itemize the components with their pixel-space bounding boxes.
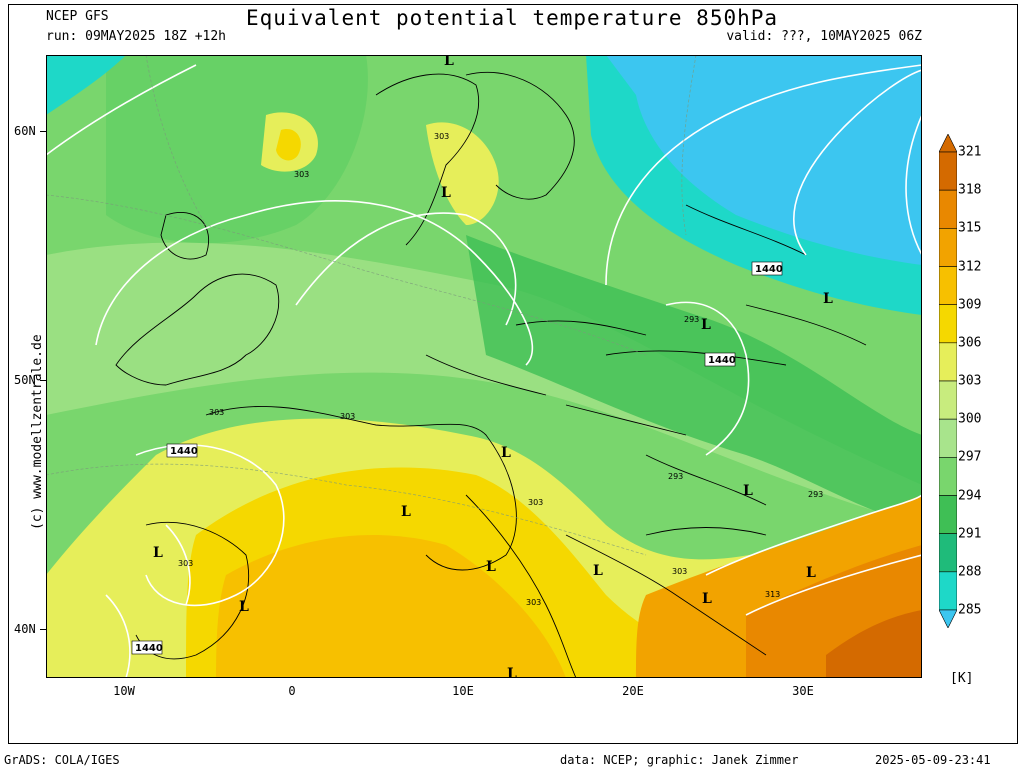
theta-labels: 303 303 303 303 303 303 303 303 293 293 …: [178, 132, 823, 607]
x-tick-label: 10E: [452, 684, 474, 698]
colorbar-segment: [939, 533, 957, 573]
footer-timestamp: 2025-05-09-23:41: [875, 753, 991, 767]
colorbar-segment: [939, 189, 957, 229]
low-marker: L: [806, 565, 816, 581]
colorbar-segment: [939, 151, 957, 191]
colorbar-level-label: 303: [958, 373, 982, 389]
geopotential-label: 1440: [135, 643, 163, 654]
y-tick-mark: [40, 380, 46, 381]
y-tick-mark: [40, 131, 46, 132]
colorbar-level-label: 306: [958, 335, 982, 351]
colorbar-unit: [K]: [950, 671, 974, 686]
figure-frame: [8, 4, 1018, 744]
colorbar-level-label: 318: [958, 182, 982, 198]
low-marker: L: [701, 317, 711, 333]
footer-credits: data: NCEP; graphic: Janek Zimmer: [560, 753, 799, 767]
colorbar-level-label: 321: [958, 144, 982, 160]
low-marker: L: [153, 545, 163, 561]
geopotential-label: 1440: [170, 446, 198, 457]
low-marker: L: [507, 666, 517, 678]
y-tick-label: 50N: [14, 373, 36, 387]
map-title: Equivalent potential temperature 850hPa: [245, 6, 779, 30]
colorbar-level-label: 294: [958, 488, 982, 503]
y-tick-mark: [40, 629, 46, 630]
theta-label: 293: [808, 490, 823, 499]
y-tick-label: 60N: [14, 124, 36, 138]
colorbar-level-label: 288: [958, 564, 982, 580]
run-info: run: 09MAY2025 18Z +12h: [46, 29, 227, 44]
theta-label: 303: [672, 567, 687, 576]
colorbar-segment: [939, 457, 957, 496]
watermark: (c) www.modellzentrale.de: [30, 334, 45, 530]
colorbar-level-label: 300: [958, 411, 982, 427]
colorbar-segment: [939, 571, 957, 611]
theta-label: 293: [684, 315, 699, 324]
valid-time: valid: ???, 10MAY2025 06Z: [726, 29, 922, 44]
theta-label: 303: [209, 408, 224, 417]
colorbar-level-label: 291: [958, 526, 982, 542]
low-marker: L: [441, 185, 451, 201]
theta-label: 293: [668, 472, 683, 481]
colorbar-segment: [939, 495, 957, 534]
geopotential-labels: 1440 1440 1440 1440: [131, 261, 783, 655]
theta-label: 303: [340, 412, 355, 421]
low-marker: L: [743, 483, 753, 499]
colorbar-segment: [939, 380, 957, 420]
theta-label: 303: [434, 132, 449, 141]
low-marker: L: [444, 55, 454, 69]
theta-label: 303: [526, 598, 541, 607]
low-marker: L: [501, 445, 511, 461]
colorbar-level-label: 312: [958, 259, 982, 274]
x-tick-label: 30E: [792, 684, 814, 698]
colorbar-level-label: 315: [958, 220, 982, 236]
model-name: NCEP GFS: [46, 9, 109, 24]
low-marker: L: [239, 599, 249, 615]
x-tick-label: 20E: [622, 684, 644, 698]
geopotential-label: 1440: [708, 355, 736, 366]
colorbar-segment: [939, 228, 957, 267]
colorbar-segment: [939, 418, 957, 458]
y-tick-label: 40N: [14, 622, 36, 636]
low-marker: L: [702, 591, 712, 607]
x-tick-label: 10W: [113, 684, 135, 698]
low-pressure-markers: L L L L L L L L L L L L L L: [153, 55, 833, 678]
theta-label: 313: [765, 590, 780, 599]
colorbar-level-label: 285: [958, 602, 982, 618]
footer-software: GrADS: COLA/IGES: [4, 753, 120, 767]
theta-label: 303: [528, 498, 543, 507]
low-marker: L: [593, 563, 603, 579]
colorbar-segment: [939, 266, 957, 305]
colorbar-segment: [939, 342, 957, 382]
low-marker: L: [823, 291, 833, 307]
theta-label: 303: [178, 559, 193, 568]
low-marker: L: [401, 504, 411, 520]
theta-label: 303: [294, 170, 309, 179]
geopotential-label: 1440: [755, 264, 783, 275]
colorbar-level-label: 297: [958, 449, 982, 465]
colorbar-top-arrow: [939, 134, 957, 153]
colorbar-segment: [939, 304, 957, 344]
colorbar-bottom-arrow: [939, 609, 957, 628]
low-marker: L: [486, 559, 496, 575]
x-tick-label: 0: [288, 684, 296, 698]
map-area: L L L L L L L L L L L L L L 1440 1440 14…: [46, 55, 922, 678]
colorbar: [939, 134, 957, 628]
colorbar-level-label: 309: [958, 297, 982, 313]
